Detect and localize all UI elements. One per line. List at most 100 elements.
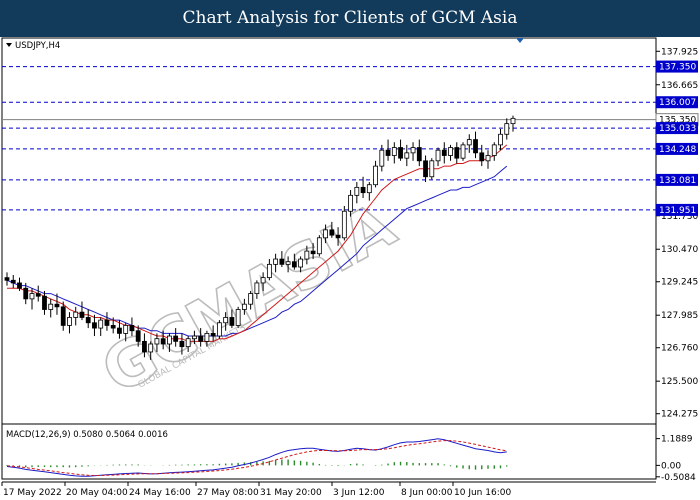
price-tick-label: 137.925 [661, 47, 698, 57]
current-price-label: 135.350 [659, 116, 696, 126]
candle-body [391, 147, 397, 156]
candle-body [366, 184, 372, 194]
candle-body [379, 149, 385, 167]
candle-body [373, 165, 378, 186]
price-tick-label: 131.730 [661, 212, 698, 222]
candle-body [79, 311, 85, 318]
candle-body [260, 277, 266, 284]
macd-main-line [6, 438, 507, 477]
level-tag [656, 142, 698, 155]
candle-body [498, 133, 503, 146]
price-panel-frame [1, 37, 657, 480]
candle-body [110, 325, 116, 329]
candle-body [129, 325, 135, 332]
price-tick-label: 130.470 [661, 245, 698, 255]
candle-body [460, 144, 466, 159]
candle-body [223, 317, 229, 324]
candle-body [323, 229, 328, 239]
candle-body [117, 327, 122, 334]
symbol-dropdown-icon[interactable] [6, 43, 12, 47]
candle-body [266, 263, 272, 279]
candle-body [216, 322, 222, 337]
candle-body [479, 152, 485, 162]
time-tick-label: 17 May 2022 [3, 488, 62, 498]
candle-body [504, 123, 510, 135]
macd-tick-label: 0.00 [661, 461, 681, 471]
time-tick-label: 20 May 04:00 [66, 488, 128, 498]
candle-body [35, 293, 41, 297]
candle-body [254, 282, 260, 294]
macd-label: MACD(12,26,9) 0.5080 0.5064 0.0016 [6, 430, 168, 440]
chart-title-bar: Chart Analysis for Clients of GCM Asia [0, 0, 700, 37]
candle-body [235, 309, 241, 326]
candle-body [148, 343, 154, 353]
ma-blue-line [6, 165, 508, 337]
time-tick-label: 10 Jun 16:00 [454, 488, 511, 498]
candle-body [185, 338, 191, 348]
level-label: 134.248 [659, 145, 696, 155]
candle-body [210, 332, 216, 337]
candle-body [429, 160, 435, 178]
candle-body [298, 258, 304, 268]
candle-body [448, 147, 453, 156]
level-label: 131.951 [659, 206, 696, 216]
level-label: 137.350 [659, 63, 696, 73]
level-lines [2, 66, 656, 211]
candle-body [385, 149, 391, 156]
level-tag [656, 122, 698, 135]
candle-body [85, 317, 91, 324]
level-tag [656, 203, 698, 216]
candle-body [279, 258, 285, 265]
candle-body [291, 261, 297, 268]
level-label: 136.007 [659, 98, 696, 108]
level-tag [656, 96, 698, 109]
price-tick-label: 129.245 [661, 278, 698, 288]
candle-body [23, 287, 29, 300]
symbol-label: USDJPY,H4 [15, 41, 60, 51]
candle-body [441, 149, 447, 156]
candle-body [67, 317, 72, 326]
candle-body [179, 340, 185, 348]
time-tick-label: 31 May 20:00 [260, 488, 322, 498]
price-tick-label: 125.500 [661, 377, 698, 387]
time-tick-label: 27 May 08:00 [197, 488, 259, 498]
candle-body [198, 335, 204, 342]
candle-body [54, 303, 60, 308]
macd-tick-label: 1.1889 [661, 435, 693, 445]
candle-body [316, 237, 322, 255]
level-label: 135.033 [659, 124, 696, 134]
price-axis: 137.925 136.665 135.350 131.730 130.470 129.2… [655, 47, 699, 483]
candle-body [92, 322, 97, 329]
candle-body [229, 317, 235, 326]
candle-body [60, 306, 66, 326]
candle-body [135, 330, 141, 342]
candle-body [173, 335, 179, 342]
candle-body [104, 319, 110, 326]
candle-body [4, 277, 10, 281]
candle-body [423, 160, 428, 178]
level-tag [656, 60, 698, 73]
candle-body [491, 144, 497, 156]
candle-body [142, 340, 147, 353]
level-label: 133.081 [659, 176, 696, 186]
macd-signal-line [6, 440, 507, 476]
time-tick-label: 3 Jun 12:00 [333, 488, 385, 498]
candle-body [310, 250, 316, 255]
candle-body [329, 229, 335, 236]
candle-body [435, 149, 441, 162]
candle-body [248, 293, 254, 305]
price-tick-label: 136.665 [661, 81, 698, 91]
candle-body [17, 282, 22, 289]
candle-body [42, 295, 47, 310]
macd-panel [6, 438, 508, 477]
candles [4, 115, 516, 360]
candle-body [398, 147, 403, 159]
candle-body [341, 210, 347, 239]
candle-body [335, 234, 341, 239]
time-tick-label: 8 Jun 00:00 [401, 488, 453, 498]
candle-body [360, 186, 366, 194]
candle-body [192, 335, 197, 340]
candle-body [454, 147, 460, 159]
candle-body [204, 332, 210, 342]
macd-tick-label: -0.5084 [661, 473, 696, 483]
